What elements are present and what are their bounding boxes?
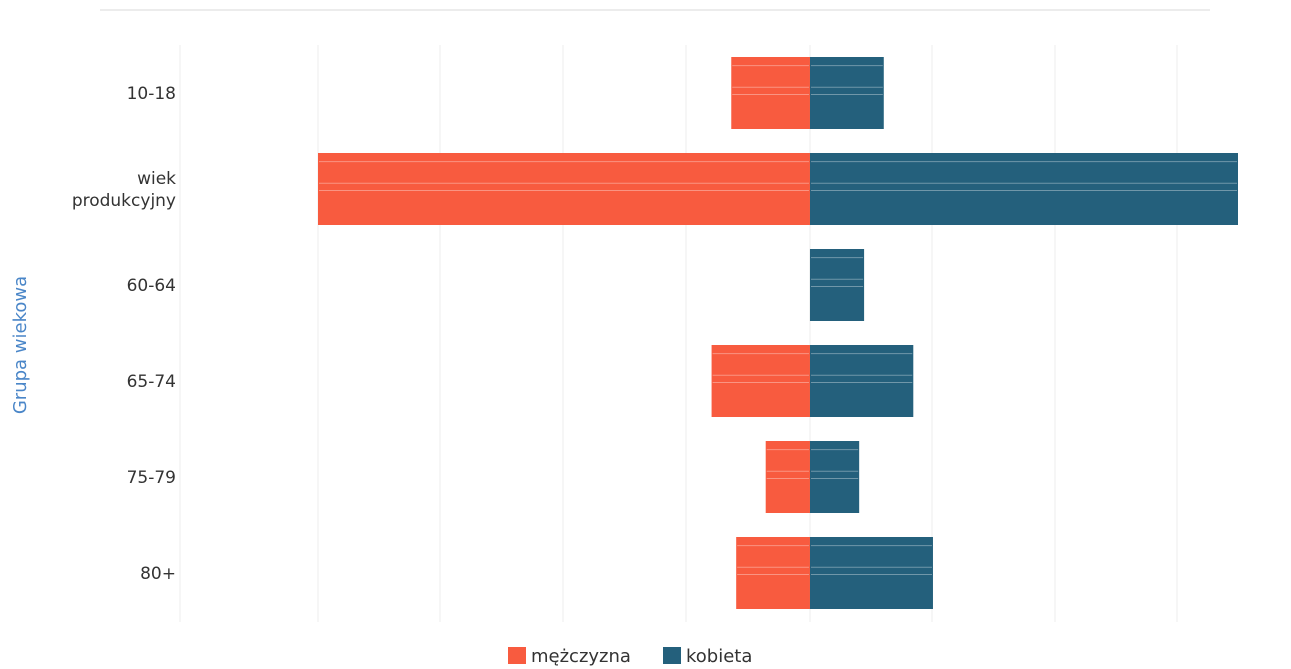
bar-mezczyzna-4[interactable] — [765, 441, 810, 513]
category-label-line: 65-74 — [127, 372, 176, 392]
bar-kobieta-4[interactable] — [809, 441, 860, 513]
category-label-line: 10-18 — [127, 84, 176, 104]
bars — [318, 57, 1238, 609]
legend-label-mezczyzna: mężczyzna — [531, 646, 631, 667]
category-label: 60-64 — [127, 276, 176, 296]
grid-lines — [179, 45, 1178, 622]
category-label: 65-74 — [127, 372, 176, 392]
bar-mezczyzna-0[interactable] — [731, 57, 810, 129]
bar-mezczyzna-1[interactable] — [318, 153, 810, 225]
bar-kobieta-0[interactable] — [809, 57, 884, 129]
legend-swatch-kobieta — [663, 647, 681, 664]
category-label: wiek produkcyjny — [72, 169, 176, 211]
legend-item-mezczyzna[interactable]: mężczyzna — [508, 646, 631, 667]
legend-swatch-mezczyzna — [508, 647, 526, 664]
category-label-line: 80+ — [140, 564, 176, 584]
bar-mezczyzna-3[interactable] — [711, 345, 810, 417]
bar-kobieta-1[interactable] — [809, 153, 1238, 225]
category-label-line: 75-79 — [127, 468, 176, 488]
bar-kobieta-5[interactable] — [809, 537, 933, 609]
category-label-line: 60-64 — [127, 276, 176, 296]
legend-label-kobieta: kobieta — [686, 646, 752, 667]
category-labels: 10-18 wiek produkcyjny 60-64 65-74 75-79 80+ — [72, 84, 176, 584]
category-label: 75-79 — [127, 468, 176, 488]
category-label-line: produkcyjny — [72, 191, 176, 211]
legend[interactable]: mężczyzna kobieta — [508, 646, 752, 667]
category-label-line: wiek — [137, 169, 176, 189]
category-label: 80+ — [140, 564, 176, 584]
category-label: 10-18 — [127, 84, 176, 104]
legend-item-kobieta[interactable]: kobieta — [663, 646, 752, 667]
bar-mezczyzna-5[interactable] — [736, 537, 810, 609]
bar-kobieta-3[interactable] — [809, 345, 914, 417]
bar-kobieta-2[interactable] — [809, 249, 865, 321]
y-axis-title: Grupa wiekowa — [10, 276, 31, 414]
